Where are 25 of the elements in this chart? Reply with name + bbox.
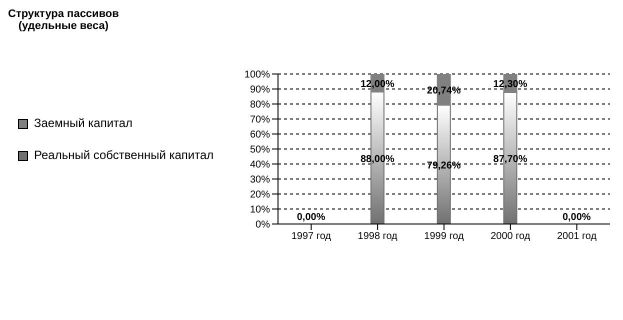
data-label: 0,00% <box>562 212 591 223</box>
y-tick-label: 30% <box>250 174 270 186</box>
y-tick-label: 10% <box>250 204 270 216</box>
x-tick-label: 1999 год <box>424 231 464 242</box>
data-label: 12,00% <box>360 79 395 90</box>
data-label: 12,30% <box>493 79 528 90</box>
data-label: 0,00% <box>296 212 326 223</box>
text: (удельные веса) <box>17 20 110 32</box>
x-tick-label: 1997 год <box>291 231 332 242</box>
x-tick-label: 2001 год <box>556 231 597 242</box>
x-tick-label: 2000 год <box>490 231 530 242</box>
y-tick-label: 20% <box>250 190 270 201</box>
y-tick-label: 40% <box>250 160 270 171</box>
y-tick-label: 70% <box>250 114 270 126</box>
legend-label: Заемный капитал <box>34 116 133 130</box>
y-tick-label: 0% <box>256 220 270 231</box>
y-tick-label: 80% <box>250 100 270 111</box>
y-tick-label: 50% <box>250 144 270 156</box>
data-label: 20,74% <box>426 86 461 97</box>
text: Структура пассивов <box>8 8 119 20</box>
y-tick-label: 100% <box>244 70 270 81</box>
y-tick-label: 60% <box>250 130 270 141</box>
legend-label: Реальный собственный капитал <box>34 148 214 162</box>
y-tick-label: 90% <box>250 84 270 96</box>
x-tick-label: 1998 год <box>358 231 398 242</box>
